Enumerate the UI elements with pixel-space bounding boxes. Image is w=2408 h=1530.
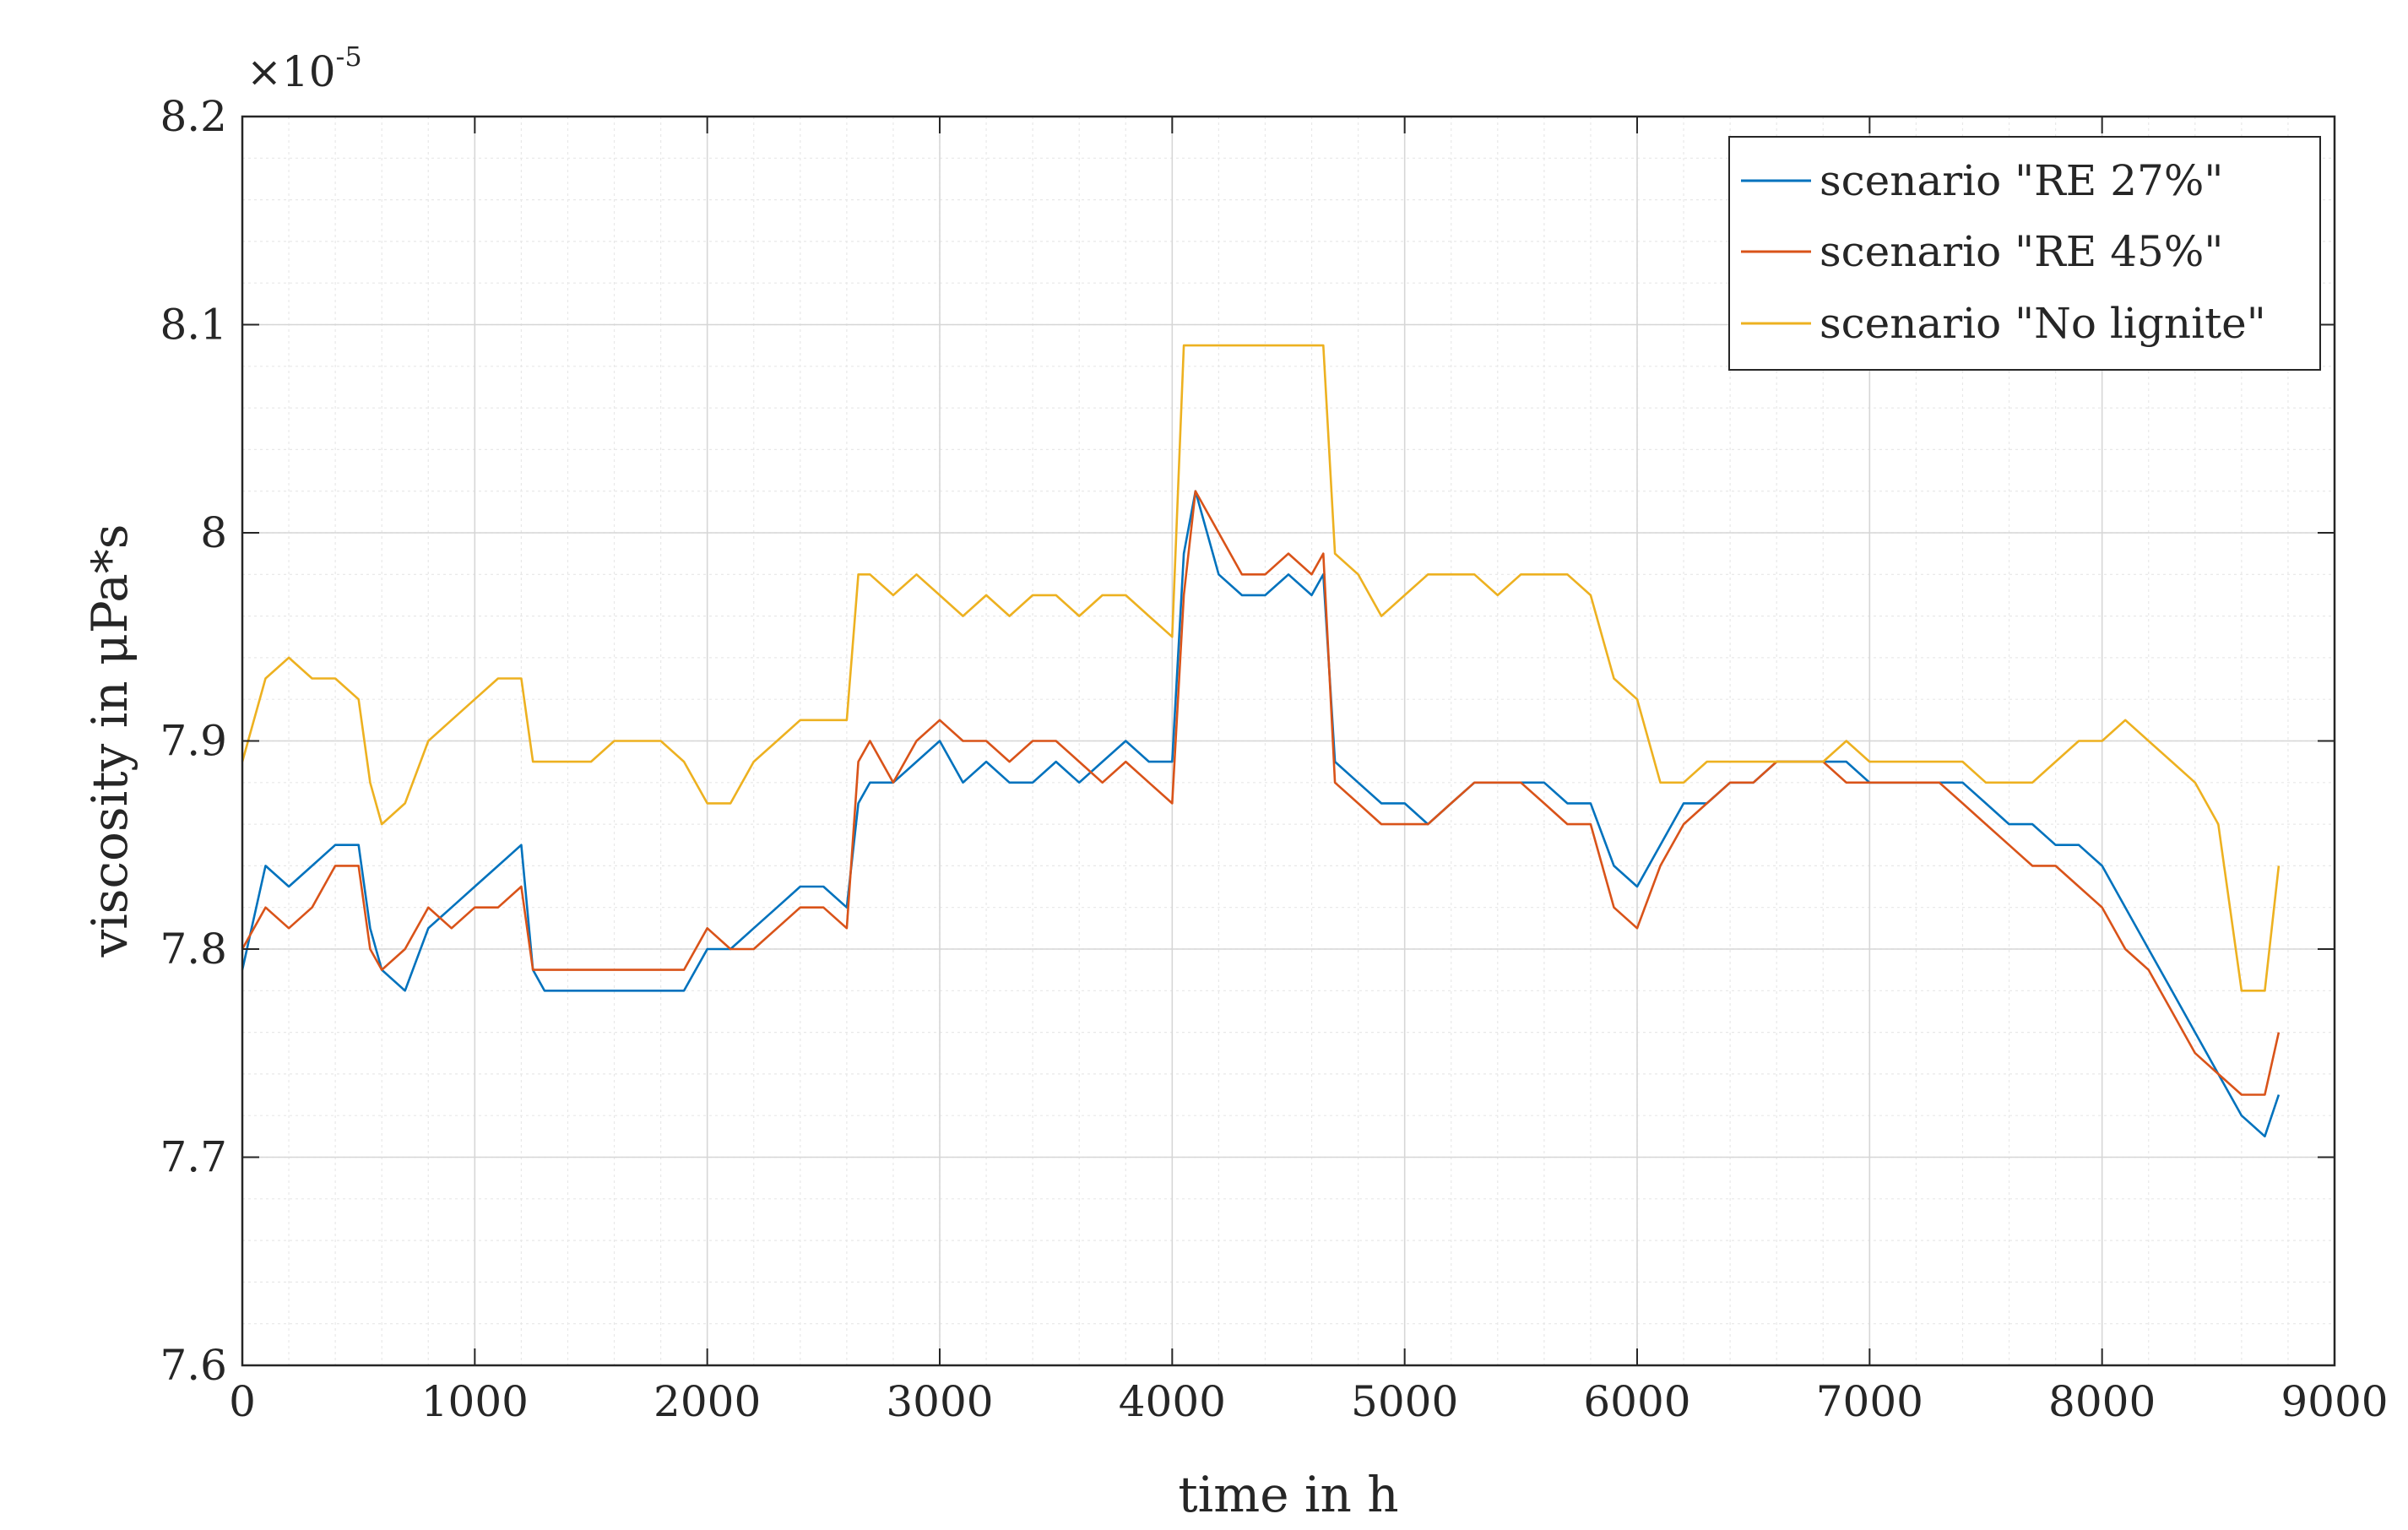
y-tick-label: 7.7: [160, 1133, 227, 1182]
x-tick-label: 6000: [1583, 1377, 1690, 1426]
y-axis: 7.6 7.7 7.8 7.9 8 8.1 8.2: [160, 92, 2335, 1390]
x-tick-label: 2000: [654, 1377, 761, 1426]
x-axis-label: time in h: [1178, 1466, 1398, 1523]
y-exponent-prefix: ×10: [247, 47, 336, 96]
y-exponent-power: -5: [336, 41, 362, 73]
series-layer: [241, 344, 2281, 1138]
y-tick-label: 8: [200, 508, 227, 557]
x-tick-label: 7000: [1816, 1377, 1923, 1426]
legend-box: [1728, 136, 2321, 371]
x-tick-label: 3000: [886, 1377, 993, 1426]
x-tick-label: 9000: [2281, 1377, 2388, 1426]
x-tick-label: 4000: [1119, 1377, 1226, 1426]
series-line-2: [241, 344, 2281, 992]
legend-label-re45: scenario "RE 45%": [1820, 227, 2223, 276]
x-tick-label: 8000: [2048, 1377, 2156, 1426]
y-tick-label: 8.1: [160, 301, 227, 350]
y-tick-label: 7.6: [160, 1341, 227, 1390]
y-tick-label: 8.2: [160, 92, 227, 141]
legend-label-no-lignite: scenario "No lignite": [1820, 299, 2266, 348]
x-axis: 0 1000 2000 3000 4000 5000 6000 7000 8000 9000: [229, 117, 2389, 1426]
x-tick-label: 1000: [421, 1377, 529, 1426]
x-tick-label: 0: [229, 1377, 256, 1426]
y-tick-label: 7.9: [160, 717, 227, 766]
legend: scenario "RE 27%" scenario "RE 45%" scen…: [1728, 136, 2321, 371]
series-line-1: [241, 490, 2281, 1096]
y-axis-label: viscosity in μPa*s: [81, 524, 138, 958]
y-tick-label: 7.8: [160, 925, 227, 974]
x-tick-label: 5000: [1351, 1377, 1458, 1426]
legend-label-re27: scenario "RE 27%": [1820, 156, 2223, 205]
y-exponent-label: ×10-5: [247, 41, 362, 96]
